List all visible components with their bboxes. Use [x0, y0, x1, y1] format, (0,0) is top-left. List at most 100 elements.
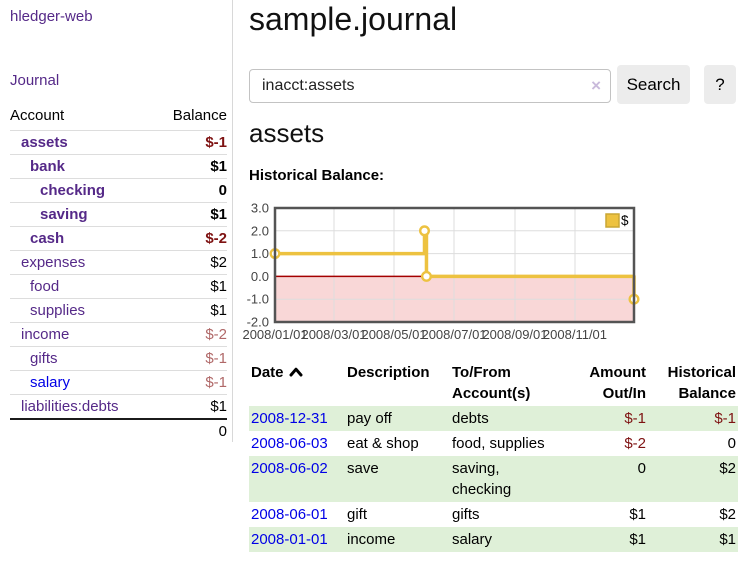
svg-text:2008/07/01: 2008/07/01 — [421, 327, 486, 342]
transaction-balance: $2 — [719, 506, 736, 523]
sidebar-account-link[interactable]: liabilities:debts — [21, 398, 119, 415]
transaction-description: gift — [347, 506, 368, 523]
transaction-amount: $-1 — [624, 410, 646, 427]
sidebar-account-link[interactable]: cash — [30, 230, 65, 247]
transaction-balance: 0 — [727, 435, 736, 452]
app-title-link[interactable]: hledger-web — [10, 8, 93, 25]
transaction-amount: $1 — [629, 506, 646, 523]
transaction-amount: $1 — [629, 531, 646, 548]
accounts-table-body: assets $-1 bank $1 checking 0 saving $1 cash $-2 e… — [10, 130, 227, 419]
transaction-date-link[interactable]: 2008-12-31 — [251, 410, 328, 427]
sidebar-account-link[interactable]: supplies — [30, 302, 86, 319]
sidebar-account-link[interactable]: salary — [30, 374, 71, 391]
sidebar-account-link[interactable]: assets — [21, 134, 68, 151]
transaction-row: 2008-06-02 save saving, checking 0 $2 — [249, 456, 738, 502]
sort-ascending-icon — [289, 367, 303, 377]
search-input[interactable] — [249, 69, 611, 103]
transaction-accounts: salary — [452, 531, 493, 548]
sidebar-account-link[interactable]: gifts — [30, 350, 58, 367]
accounts-total-row: 0 — [10, 418, 227, 443]
account-row: liabilities:debts $1 — [10, 394, 227, 419]
account-row: checking 0 — [10, 178, 227, 203]
account-row: food $1 — [10, 274, 227, 299]
sidebar-account-link[interactable]: bank — [30, 158, 66, 175]
search-bar: × Search ? — [249, 65, 738, 104]
transaction-date-link[interactable]: 2008-06-02 — [251, 460, 328, 477]
svg-text:0.0: 0.0 — [251, 269, 269, 284]
transaction-balance: $-1 — [714, 410, 736, 427]
svg-text:$: $ — [621, 213, 629, 228]
account-row: gifts $-1 — [10, 346, 227, 371]
transaction-description: pay off — [347, 410, 392, 427]
sidebar: hledger-web Journal Account Balance asse… — [0, 0, 232, 582]
transaction-balance: $2 — [719, 460, 736, 477]
svg-text:2008/11/01: 2008/11/01 — [543, 327, 607, 342]
description-column-header: Description — [347, 364, 430, 381]
transaction-accounts: food, supplies — [452, 435, 545, 452]
account-balance: $-2 — [154, 322, 227, 347]
account-balance: $1 — [154, 154, 227, 179]
account-row: assets $-1 — [10, 130, 227, 155]
transaction-date-link[interactable]: 2008-01-01 — [251, 531, 328, 548]
page-title: sample.journal — [249, 1, 458, 37]
transaction-accounts: debts — [452, 410, 489, 427]
balance-column-header-register: Historical Balance — [667, 364, 736, 402]
date-column-header[interactable]: Date — [249, 362, 345, 406]
sidebar-account-link[interactable]: expenses — [21, 254, 86, 271]
help-button[interactable]: ? — [704, 65, 736, 104]
transaction-description: save — [347, 460, 379, 477]
transaction-date-link[interactable]: 2008-06-01 — [251, 506, 328, 523]
svg-text:2.0: 2.0 — [251, 223, 269, 238]
svg-text:-1.0: -1.0 — [247, 292, 269, 307]
transaction-accounts: gifts — [452, 506, 480, 523]
svg-text:2008/01/01: 2008/01/01 — [242, 327, 307, 342]
transaction-row: 2008-06-01 gift gifts $1 $2 — [249, 502, 738, 527]
account-row: salary $-1 — [10, 370, 227, 395]
register-table: Date Description To/From Account(s) Amou… — [249, 362, 738, 552]
account-balance: $-1 — [154, 130, 227, 155]
transaction-row: 2008-06-03 eat & shop food, supplies $-2 0 — [249, 431, 738, 456]
account-row: bank $1 — [10, 154, 227, 179]
transaction-amount: 0 — [637, 460, 646, 477]
sidebar-account-link[interactable]: checking — [40, 182, 106, 199]
account-balance: $-1 — [154, 346, 227, 371]
account-balance: $2 — [154, 250, 227, 275]
clear-search-icon[interactable]: × — [591, 76, 601, 95]
svg-text:2008/05/01: 2008/05/01 — [361, 327, 426, 342]
register-header-row: Date Description To/From Account(s) Amou… — [249, 362, 738, 406]
transaction-accounts: saving, checking — [452, 460, 512, 498]
search-input-wrapper: × — [249, 69, 611, 103]
transaction-row: 2008-12-31 pay off debts $-1 $-1 — [249, 406, 738, 431]
account-row: cash $-2 — [10, 226, 227, 251]
search-button[interactable]: Search — [617, 65, 690, 104]
chart-title: Historical Balance: — [249, 167, 385, 184]
account-row: supplies $1 — [10, 298, 227, 323]
sidebar-account-link[interactable]: food — [30, 278, 60, 295]
account-balance: $-2 — [154, 226, 227, 251]
accounts-table: Account Balance assets $-1 bank $1 checking 0… — [10, 103, 227, 443]
register-table-body: 2008-12-31 pay off debts $-1 $-1 2008-06-03 ea… — [249, 406, 738, 552]
account-row: income $-2 — [10, 322, 227, 347]
account-row: expenses $2 — [10, 250, 227, 275]
svg-text:2008/03/01: 2008/03/01 — [301, 327, 366, 342]
sidebar-divider — [232, 0, 233, 442]
account-balance: $-1 — [154, 370, 227, 395]
sidebar-item-journal[interactable]: Journal — [10, 72, 60, 89]
sidebar-account-link[interactable]: income — [21, 326, 70, 343]
account-balance: 0 — [154, 178, 227, 203]
transaction-description: eat & shop — [347, 435, 419, 452]
date-column-label: Date — [251, 364, 284, 381]
transaction-date-link[interactable]: 2008-06-03 — [251, 435, 328, 452]
accounts-total-value: 0 — [154, 418, 227, 443]
sidebar-account-link[interactable]: saving — [40, 206, 88, 223]
svg-text:1.0: 1.0 — [251, 246, 269, 261]
historical-balance-chart: $3.0 2.0 1.0 0.0 -1.0 -2.02008/01/012008/03/0… — [242, 201, 640, 342]
account-balance: $1 — [154, 274, 227, 299]
accounts-column-header: To/From Account(s) — [452, 364, 531, 402]
svg-text:3.0: 3.0 — [251, 201, 269, 216]
account-row: saving $1 — [10, 202, 227, 227]
main-content: sample.journal × Search ? assets Histori… — [242, 0, 738, 582]
account-balance: $1 — [154, 394, 227, 419]
accounts-table-header-row: Account Balance — [10, 103, 227, 131]
transaction-description: income — [347, 531, 396, 548]
